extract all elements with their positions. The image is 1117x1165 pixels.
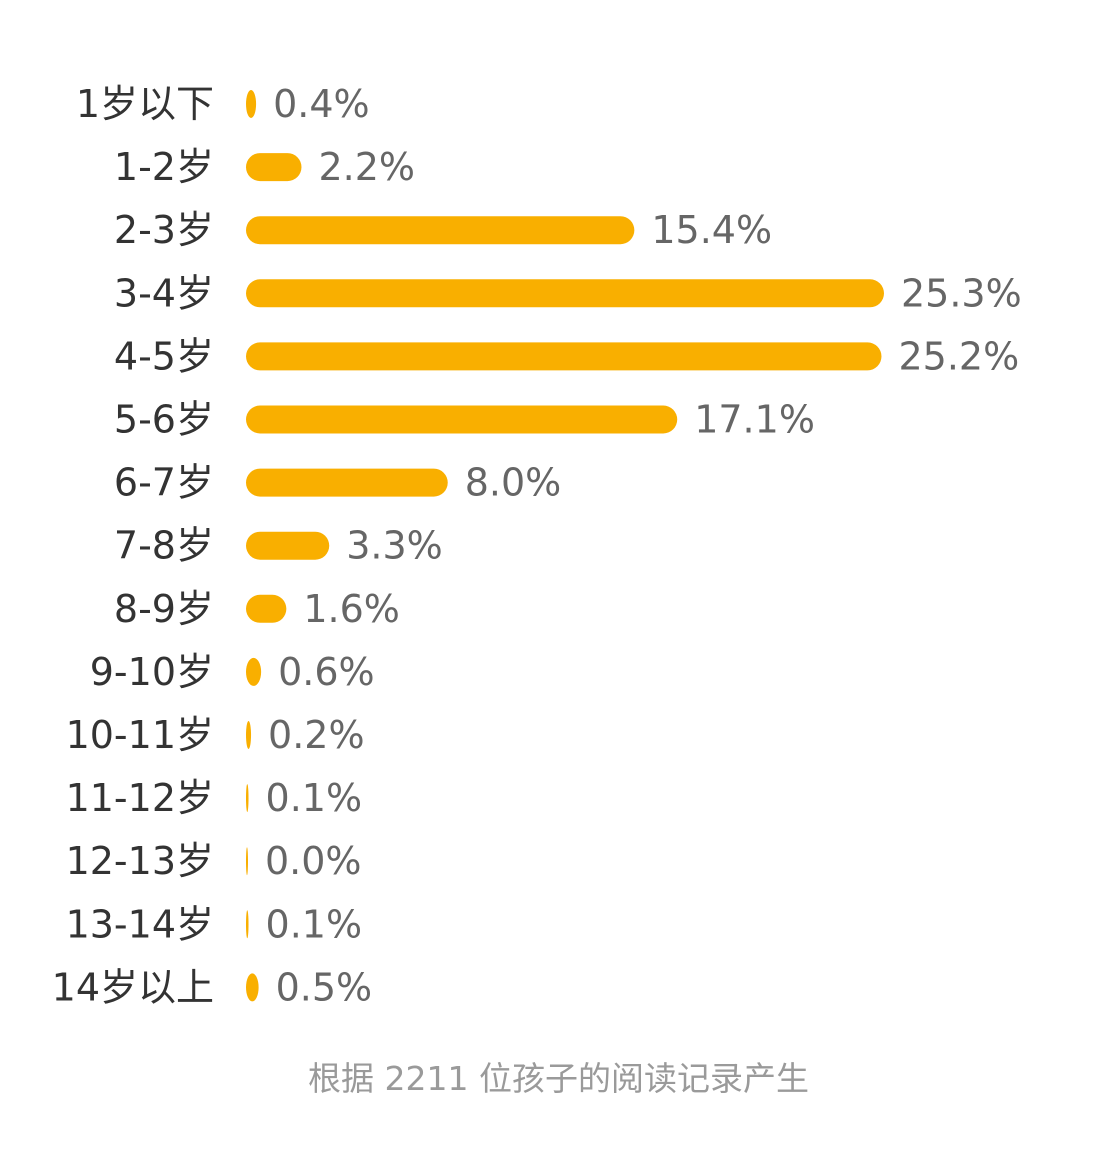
age-distribution-chart: 1岁以下 1-2岁 2-3岁 3-4岁 4-5岁 5-6岁 6-7岁 7-8岁 8-9岁 9-10… xyxy=(52,82,1022,1009)
value-label: 0.1% xyxy=(266,902,363,946)
category-label: 9-10岁 xyxy=(90,650,214,694)
category-label: 1岁以下 xyxy=(76,82,214,126)
bar xyxy=(246,531,330,560)
bar xyxy=(246,594,287,623)
bar xyxy=(246,153,302,182)
category-label: 8-9岁 xyxy=(114,587,214,631)
bars xyxy=(246,90,884,1002)
value-label: 8.0% xyxy=(465,461,562,505)
bar xyxy=(246,657,262,686)
category-label: 4-5岁 xyxy=(114,334,214,378)
bar xyxy=(246,847,248,876)
bar xyxy=(246,279,884,308)
value-label: 0.6% xyxy=(278,650,375,694)
bar xyxy=(246,342,882,371)
bar xyxy=(246,216,635,245)
category-label: 2-3岁 xyxy=(114,208,214,252)
bar xyxy=(246,721,252,749)
category-label: 11-12岁 xyxy=(66,776,214,820)
footer-note: 根据 2211 位孩子的阅读记录产生 xyxy=(308,1059,809,1098)
category-label: 3-4岁 xyxy=(114,271,214,315)
value-label: 0.5% xyxy=(276,965,373,1009)
category-labels: 1岁以下 1-2岁 2-3岁 3-4岁 4-5岁 5-6岁 6-7岁 7-8岁 8-9岁 9-10… xyxy=(52,82,214,1009)
bar xyxy=(246,468,448,497)
value-label: 17.1% xyxy=(694,398,815,442)
bar xyxy=(246,90,257,118)
bar xyxy=(246,910,249,939)
category-label: 13-14岁 xyxy=(66,902,214,946)
category-label: 14岁以上 xyxy=(52,965,214,1009)
value-label: 25.3% xyxy=(901,271,1022,315)
category-label: 12-13岁 xyxy=(66,839,214,883)
category-label: 5-6岁 xyxy=(114,398,214,442)
value-label: 0.1% xyxy=(266,776,363,820)
category-label: 6-7岁 xyxy=(114,461,214,505)
bar xyxy=(246,405,678,434)
value-label: 0.2% xyxy=(268,713,365,757)
category-label: 10-11岁 xyxy=(66,713,214,757)
bar xyxy=(246,973,259,1002)
bar xyxy=(246,784,249,813)
value-label: 25.2% xyxy=(898,334,1019,378)
value-label: 2.2% xyxy=(318,145,415,189)
category-label: 1-2岁 xyxy=(114,145,214,189)
value-label: 1.6% xyxy=(303,587,400,631)
value-label: 0.0% xyxy=(265,839,362,883)
value-labels: 0.4% 2.2% 15.4% 25.3% 25.2% 17.1% 8.0% 3.3% 1.6%… xyxy=(265,82,1022,1009)
value-label: 15.4% xyxy=(651,208,772,252)
value-label: 3.3% xyxy=(346,524,443,568)
value-label: 0.4% xyxy=(273,82,370,126)
category-label: 7-8岁 xyxy=(114,524,214,568)
